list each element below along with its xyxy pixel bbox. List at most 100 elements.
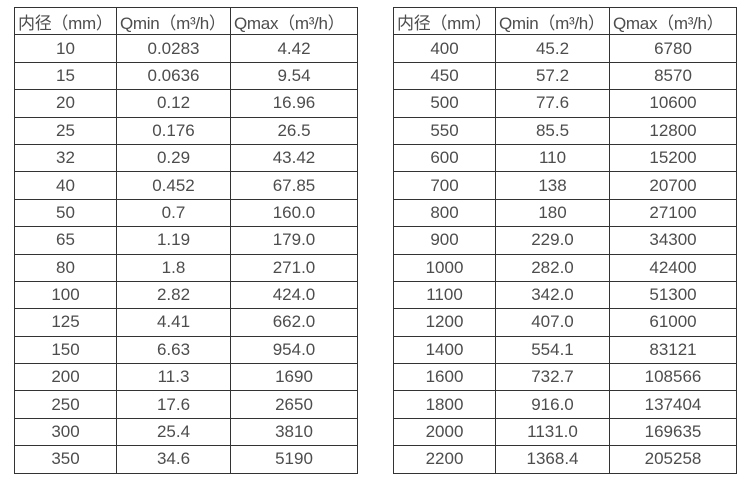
cell: 550 <box>393 116 496 145</box>
cell: 125 <box>14 308 117 337</box>
cell: 200 <box>14 363 117 392</box>
cell: 6780 <box>609 34 737 63</box>
cell: 108566 <box>609 363 737 392</box>
cell: 160.0 <box>230 198 358 228</box>
cell: 2650 <box>230 390 358 419</box>
cell: 169635 <box>609 417 737 447</box>
cell: 43.42 <box>230 143 358 173</box>
cell: 1200 <box>393 308 496 337</box>
cell: 4.41 <box>116 308 231 337</box>
cell: 150 <box>14 335 117 365</box>
cell: 34.6 <box>116 445 231 474</box>
table-row: 50 0.7 160.0 <box>14 198 358 228</box>
table-row: 32 0.29 43.42 <box>14 143 358 173</box>
cell: 17.6 <box>116 390 231 419</box>
cell: 34300 <box>609 226 737 255</box>
cell: 138 <box>495 171 610 200</box>
cell: 0.7 <box>116 198 231 228</box>
cell: 65 <box>14 226 117 255</box>
cell: 229.0 <box>495 226 610 255</box>
table-row: 550 85.5 12800 <box>393 116 737 145</box>
table-row: 65 1.19 179.0 <box>14 226 358 255</box>
cell: 137404 <box>609 390 737 419</box>
cell: 25.4 <box>116 417 231 447</box>
cell: 11.3 <box>116 363 231 392</box>
table-row: 2200 1368.4 205258 <box>393 445 737 474</box>
cell: 15 <box>14 61 117 91</box>
flow-spec-tables: 内径（mm） Qmin（m³/h） Qmax（m³/h） 10 0.0283 4.42 1… <box>14 6 737 474</box>
cell: 83121 <box>609 335 737 365</box>
table-row: 100 2.82 424.0 <box>14 280 358 310</box>
cell: 916.0 <box>495 390 610 419</box>
table-row: 1800 916.0 137404 <box>393 390 737 419</box>
header-row: 内径（mm） Qmin（m³/h） Qmax（m³/h） <box>14 6 358 36</box>
cell: 10 <box>14 34 117 63</box>
cell: 1400 <box>393 335 496 365</box>
cell: 700 <box>393 171 496 200</box>
table-row: 25 0.176 26.5 <box>14 116 358 145</box>
cell: 10600 <box>609 89 737 118</box>
table-row: 1400 554.1 83121 <box>393 335 737 365</box>
cell: 0.0636 <box>116 61 231 91</box>
cell: 20 <box>14 89 117 118</box>
cell: 27100 <box>609 198 737 228</box>
cell: 5190 <box>230 445 358 474</box>
cell: 600 <box>393 143 496 173</box>
cell: 1690 <box>230 363 358 392</box>
cell: 250 <box>14 390 117 419</box>
cell: 0.29 <box>116 143 231 173</box>
cell: 1100 <box>393 280 496 310</box>
header-row: 内径（mm） Qmin（m³/h） Qmax（m³/h） <box>393 6 737 36</box>
column-header: Qmin（m³/h） <box>116 6 231 36</box>
table-row: 80 1.8 271.0 <box>14 253 358 282</box>
cell: 32 <box>14 143 117 173</box>
cell: 205258 <box>609 445 737 474</box>
table-row: 700 138 20700 <box>393 171 737 200</box>
table-row: 125 4.41 662.0 <box>14 308 358 337</box>
table-row: 2000 1131.0 169635 <box>393 417 737 447</box>
cell: 42400 <box>609 253 737 282</box>
table-row: 15 0.0636 9.54 <box>14 61 358 91</box>
cell: 3810 <box>230 417 358 447</box>
table-row: 450 57.2 8570 <box>393 61 737 91</box>
cell: 662.0 <box>230 308 358 337</box>
cell: 26.5 <box>230 116 358 145</box>
column-header: Qmax（m³/h） <box>609 6 737 36</box>
cell: 16.96 <box>230 89 358 118</box>
cell: 1131.0 <box>495 417 610 447</box>
cell: 25 <box>14 116 117 145</box>
cell: 282.0 <box>495 253 610 282</box>
cell: 342.0 <box>495 280 610 310</box>
cell: 407.0 <box>495 308 610 337</box>
flow-spec-table-small-diameters: 内径（mm） Qmin（m³/h） Qmax（m³/h） 10 0.0283 4.42 1… <box>14 6 358 474</box>
table-row: 1000 282.0 42400 <box>393 253 737 282</box>
table-row: 800 180 27100 <box>393 198 737 228</box>
cell: 554.1 <box>495 335 610 365</box>
cell: 800 <box>393 198 496 228</box>
cell: 20700 <box>609 171 737 200</box>
cell: 0.0283 <box>116 34 231 63</box>
table-row: 40 0.452 67.85 <box>14 171 358 200</box>
cell: 0.452 <box>116 171 231 200</box>
cell: 2.82 <box>116 280 231 310</box>
cell: 85.5 <box>495 116 610 145</box>
cell: 179.0 <box>230 226 358 255</box>
cell: 732.7 <box>495 363 610 392</box>
cell: 400 <box>393 34 496 63</box>
table-row: 150 6.63 954.0 <box>14 335 358 365</box>
cell: 1800 <box>393 390 496 419</box>
cell: 350 <box>14 445 117 474</box>
cell: 424.0 <box>230 280 358 310</box>
cell: 40 <box>14 171 117 200</box>
cell: 57.2 <box>495 61 610 91</box>
table-row: 600 110 15200 <box>393 143 737 173</box>
cell: 50 <box>14 198 117 228</box>
cell: 67.85 <box>230 171 358 200</box>
cell: 12800 <box>609 116 737 145</box>
cell: 0.176 <box>116 116 231 145</box>
table-row: 1200 407.0 61000 <box>393 308 737 337</box>
cell: 300 <box>14 417 117 447</box>
cell: 45.2 <box>495 34 610 63</box>
flow-spec-table-large-diameters: 内径（mm） Qmin（m³/h） Qmax（m³/h） 400 45.2 6780 45… <box>393 6 737 474</box>
cell: 0.12 <box>116 89 231 118</box>
